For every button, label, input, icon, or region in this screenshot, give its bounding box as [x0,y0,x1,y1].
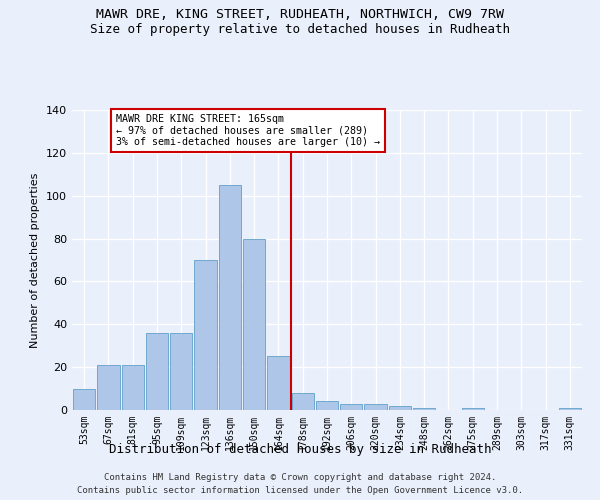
Bar [413,408,436,410]
Text: MAWR DRE KING STREET: 165sqm
← 97% of detached houses are smaller (289)
3% of se: MAWR DRE KING STREET: 165sqm ← 97% of de… [116,114,380,148]
Bar [243,238,265,410]
Bar [389,406,411,410]
Bar [73,388,95,410]
Bar [316,402,338,410]
Text: Contains HM Land Registry data © Crown copyright and database right 2024.: Contains HM Land Registry data © Crown c… [104,472,496,482]
Bar [146,333,168,410]
Y-axis label: Number of detached properties: Number of detached properties [31,172,40,348]
Text: Size of property relative to detached houses in Rudheath: Size of property relative to detached ho… [90,22,510,36]
Bar [292,393,314,410]
Text: Distribution of detached houses by size in Rudheath: Distribution of detached houses by size … [109,442,491,456]
Bar [461,408,484,410]
Bar [170,333,193,410]
Bar [194,260,217,410]
Bar [122,365,144,410]
Bar [218,185,241,410]
Text: Contains public sector information licensed under the Open Government Licence v3: Contains public sector information licen… [77,486,523,495]
Bar [364,404,387,410]
Bar [559,408,581,410]
Text: MAWR DRE, KING STREET, RUDHEATH, NORTHWICH, CW9 7RW: MAWR DRE, KING STREET, RUDHEATH, NORTHWI… [96,8,504,20]
Bar [267,356,290,410]
Bar [97,365,119,410]
Bar [340,404,362,410]
